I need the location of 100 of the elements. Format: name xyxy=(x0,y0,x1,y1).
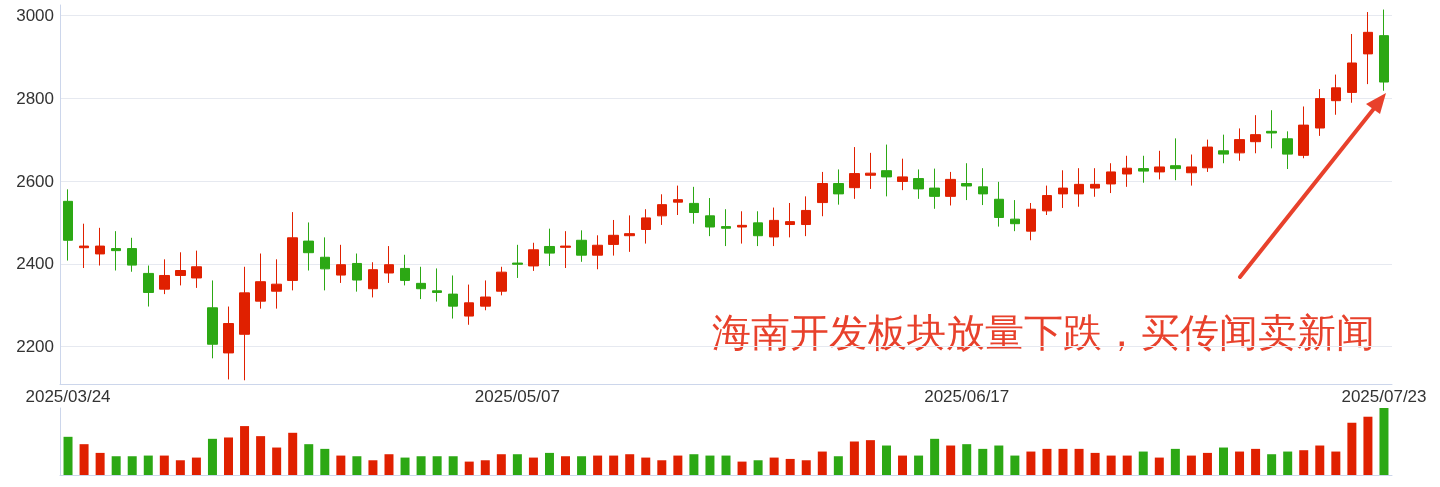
bar xyxy=(962,444,972,475)
candlestick xyxy=(95,227,105,267)
bar xyxy=(769,457,779,475)
candlestick xyxy=(961,162,972,201)
y-tick-label: 2200 xyxy=(16,337,54,357)
candlestick xyxy=(801,195,811,237)
bar xyxy=(191,457,201,475)
candlestick xyxy=(641,208,651,245)
candlestick xyxy=(1042,185,1052,216)
candlestick xyxy=(1058,169,1068,209)
bar xyxy=(143,455,153,475)
candlestick xyxy=(79,223,89,269)
bar xyxy=(865,440,875,475)
candlestick xyxy=(560,230,571,269)
bar xyxy=(833,456,843,475)
bar xyxy=(352,456,362,475)
bar xyxy=(1186,455,1196,475)
bar xyxy=(1347,422,1357,475)
bar xyxy=(79,444,89,475)
candlestick xyxy=(1186,154,1197,187)
bar xyxy=(175,460,185,475)
y-tick-label: 2400 xyxy=(16,254,54,274)
candlestick xyxy=(191,250,202,289)
candlestick xyxy=(175,251,186,286)
bar xyxy=(512,454,522,475)
bar xyxy=(496,454,506,475)
x-tick-label: 2025/03/24 xyxy=(25,387,111,406)
candlestick xyxy=(159,258,170,295)
y-tick-label: 2800 xyxy=(16,88,54,108)
bar xyxy=(641,457,651,475)
bar xyxy=(336,455,346,475)
bar xyxy=(127,456,137,475)
bar xyxy=(384,454,394,475)
candlestick xyxy=(1154,150,1165,180)
candlestick xyxy=(737,210,747,245)
candlestick xyxy=(865,152,876,190)
bar xyxy=(978,448,988,475)
y-tick-label: 3000 xyxy=(16,5,54,25)
candlestick xyxy=(143,265,154,308)
candlestick xyxy=(1026,202,1036,241)
bar xyxy=(1202,452,1212,475)
candlestick xyxy=(1090,167,1100,198)
bar xyxy=(1138,451,1148,475)
bar xyxy=(368,460,378,475)
bar xyxy=(593,455,603,475)
candlestick xyxy=(689,186,699,225)
bar xyxy=(464,461,474,475)
x-tick-label: 2025/05/07 xyxy=(474,387,560,406)
bar xyxy=(625,454,635,475)
candlestick xyxy=(368,261,378,298)
bar xyxy=(207,438,217,475)
bar xyxy=(416,456,426,475)
candlestick xyxy=(753,210,763,247)
candlestick xyxy=(1138,155,1149,184)
bar xyxy=(849,441,859,475)
bar xyxy=(801,460,811,475)
bar xyxy=(1106,455,1116,475)
candlestick xyxy=(624,214,635,253)
bar xyxy=(1042,448,1052,475)
bar xyxy=(881,445,891,475)
bar xyxy=(1379,408,1389,475)
bar xyxy=(63,436,73,475)
candlestick xyxy=(303,221,314,272)
bar xyxy=(1090,452,1100,475)
candlestick xyxy=(978,167,988,206)
candlestick xyxy=(464,284,474,326)
bar xyxy=(609,455,619,475)
bar xyxy=(544,452,554,475)
candlestick xyxy=(1218,134,1229,164)
candlestick xyxy=(897,158,908,191)
candlestick xyxy=(1202,139,1213,173)
bar xyxy=(1074,448,1084,475)
bar xyxy=(400,457,410,475)
bar xyxy=(930,438,940,475)
candlestick xyxy=(592,234,603,270)
candlestick xyxy=(544,228,555,267)
bar xyxy=(1331,451,1341,475)
bar xyxy=(785,458,795,475)
candlestick xyxy=(673,185,683,216)
bar xyxy=(994,445,1004,475)
bar xyxy=(914,455,924,475)
candlestick xyxy=(1363,11,1373,85)
candlestick xyxy=(1331,74,1341,116)
candlestick xyxy=(833,168,844,206)
candlestick xyxy=(1282,130,1293,170)
candlestick xyxy=(608,219,619,257)
candlestick xyxy=(1347,33,1357,104)
candlestick xyxy=(1122,155,1132,188)
bar xyxy=(1154,457,1164,475)
x-tick-label: 2025/06/17 xyxy=(924,387,1010,406)
bar xyxy=(1218,447,1228,475)
candlestick xyxy=(416,266,426,300)
candlestick xyxy=(881,144,892,197)
bar xyxy=(432,456,442,475)
candlestick xyxy=(287,211,298,291)
bar xyxy=(817,451,827,475)
bar xyxy=(1299,450,1309,475)
candlestick xyxy=(849,146,860,200)
candlestick xyxy=(512,244,523,279)
bar xyxy=(753,460,763,475)
